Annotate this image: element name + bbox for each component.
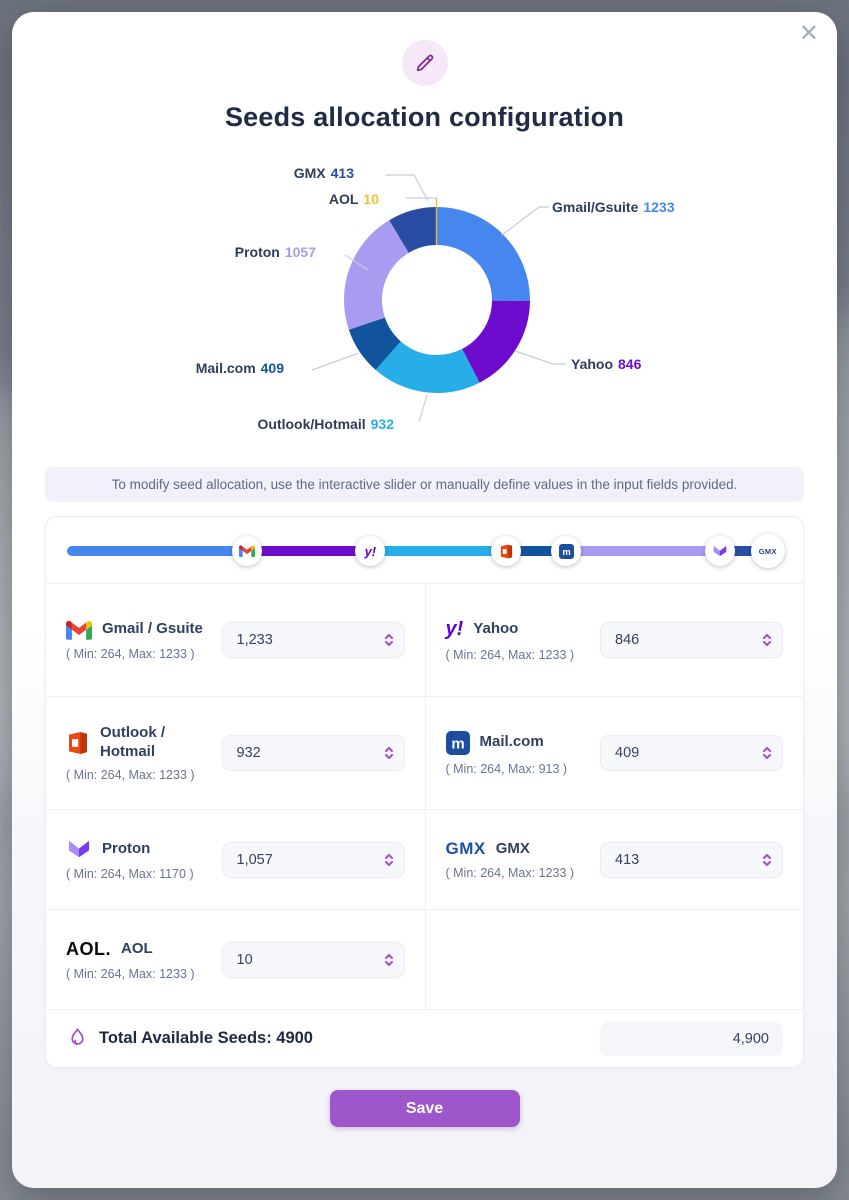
- proton-seeds-input[interactable]: [222, 842, 404, 877]
- total-row: Total Available Seeds: 4900 4,900: [46, 1009, 803, 1067]
- gmail-icon: [238, 545, 255, 557]
- outlook-stepper[interactable]: [383, 744, 395, 762]
- seeds-allocation-modal: ✕ Seeds allocation configuration GMX 413: [12, 12, 837, 1188]
- minmax-hint: ( Min: 264, Max: 1233 ): [66, 966, 195, 981]
- outlook-row: Outlook / Hotmail ( Min: 264, Max: 1233 …: [46, 696, 425, 809]
- provider-name: Proton: [102, 839, 151, 857]
- provider-name: GMX: [495, 839, 530, 857]
- svg-text:m: m: [562, 546, 570, 556]
- minmax-hint: ( Min: 264, Max: 1233 ): [66, 768, 195, 783]
- aol-icon: AOL.: [66, 938, 111, 959]
- mailcom-stepper[interactable]: [761, 744, 773, 762]
- minmax-hint: ( Min: 264, Max: 913 ): [445, 761, 568, 776]
- svg-text:m: m: [451, 735, 464, 752]
- chart-label-proton: Proton 1057: [234, 244, 316, 260]
- outlook-icon: [500, 544, 512, 558]
- chart-label-yahoo: Yahoo 846: [571, 356, 642, 372]
- flame-icon: [71, 1028, 84, 1046]
- yahoo-row: y! Yahoo ( Min: 264, Max: 1233 ): [424, 583, 803, 696]
- gmail-icon: [66, 620, 92, 640]
- close-icon[interactable]: ✕: [798, 20, 819, 47]
- gmx-icon: GMX: [445, 839, 486, 858]
- stepper-chevrons-icon: [762, 853, 772, 866]
- yahoo-icon: y!: [364, 543, 377, 559]
- total-seeds-value: 4,900: [600, 1021, 783, 1056]
- gmx-slider-handle[interactable]: GMX: [750, 534, 785, 568]
- seeds-donut-chart: GMX 413 AOL 10 Gmail/Gsuite 1233 Proton 1057…: [12, 145, 837, 445]
- minmax-hint: ( Min: 264, Max: 1233 ): [445, 648, 575, 662]
- provider-grid: Gmail / Gsuite ( Min: 264, Max: 1233 ) y…: [46, 583, 803, 1009]
- chart-label-gmx: GMX 413: [293, 165, 354, 181]
- empty-cell: [424, 909, 803, 1009]
- total-seeds-label: Total Available Seeds: 4900: [99, 1029, 313, 1047]
- stepper-chevrons-icon: [384, 853, 393, 866]
- slider-track[interactable]: [67, 546, 782, 556]
- chart-label-outlook: Outlook/Hotmail 932: [257, 416, 394, 432]
- pencil-icon: [416, 54, 433, 72]
- gmx-row: GMX GMX ( Min: 264, Max: 1233 ): [424, 809, 803, 909]
- mailcom-icon: m: [445, 730, 470, 755]
- slider-segment[interactable]: [720, 546, 781, 556]
- page-title: Seeds allocation configuration: [224, 102, 625, 132]
- gmail-seeds-input[interactable]: [222, 623, 404, 657]
- slider-segment[interactable]: [566, 546, 721, 556]
- proton-slider-handle[interactable]: [705, 536, 736, 566]
- aol-stepper[interactable]: [383, 951, 395, 969]
- provider-name: AOL: [121, 939, 153, 957]
- provider-name: Yahoo: [473, 620, 519, 638]
- pencil-badge: [401, 40, 448, 86]
- mailcom-icon: m: [558, 543, 574, 559]
- aol-seeds-input[interactable]: [222, 942, 404, 977]
- outlook-seeds-input[interactable]: [222, 736, 404, 770]
- proton-stepper[interactable]: [383, 851, 395, 869]
- mailcom-slider-handle[interactable]: m: [551, 536, 582, 566]
- outlook-icon: [69, 731, 87, 754]
- gmx-stepper[interactable]: [761, 851, 773, 869]
- mailcom-seeds-input[interactable]: [601, 736, 782, 770]
- yahoo-icon: y!: [445, 618, 464, 640]
- aol-row: AOL. AOL ( Min: 264, Max: 1233 ): [46, 909, 425, 1009]
- provider-name: Gmail / Gsuite: [102, 620, 203, 638]
- gmail-slider-handle[interactable]: [231, 536, 262, 566]
- minmax-hint: ( Min: 264, Max: 1233 ): [66, 646, 195, 661]
- mailcom-row: m Mail.com ( Min: 264, Max: 913 ): [424, 696, 803, 809]
- stepper-chevrons-icon: [762, 746, 772, 760]
- allocation-card: y! m G: [45, 516, 804, 1068]
- minmax-hint: ( Min: 264, Max: 1170 ): [66, 867, 194, 881]
- donut-segment: [344, 207, 530, 393]
- chart-label-mailcom: Mail.com 409: [195, 360, 284, 376]
- slider-segment[interactable]: [67, 546, 247, 556]
- yahoo-stepper[interactable]: [761, 631, 773, 649]
- provider-name: Mail.com: [479, 733, 544, 751]
- stepper-chevrons-icon: [762, 633, 772, 647]
- allocation-slider[interactable]: y! m G: [67, 534, 785, 568]
- gmx-icon: GMX: [758, 546, 777, 556]
- proton-icon: [713, 545, 727, 557]
- provider-name: Outlook / Hotmail: [100, 723, 165, 760]
- stepper-chevrons-icon: [384, 953, 393, 966]
- instruction-banner: To modify seed allocation, use the inter…: [45, 467, 804, 502]
- save-button[interactable]: Save: [329, 1090, 520, 1127]
- outlook-slider-handle[interactable]: [491, 536, 522, 566]
- yahoo-seeds-input[interactable]: [601, 623, 782, 657]
- chart-label-gmail: Gmail/Gsuite 1233: [552, 199, 675, 215]
- chart-label-aol: AOL 10: [328, 191, 379, 207]
- gmail-stepper[interactable]: [383, 631, 395, 649]
- proton-row: Proton ( Min: 264, Max: 1170 ): [46, 809, 425, 909]
- gmx-seeds-input[interactable]: [601, 842, 782, 877]
- slider-segment[interactable]: [506, 546, 567, 556]
- slider-segment[interactable]: [370, 546, 507, 556]
- stepper-chevrons-icon: [384, 746, 393, 760]
- donut-segment: [344, 207, 530, 393]
- stepper-chevrons-icon: [384, 633, 393, 647]
- slider-segment[interactable]: [246, 546, 371, 556]
- minmax-hint: ( Min: 264, Max: 1233 ): [445, 866, 575, 880]
- donut-svg: [311, 174, 566, 423]
- leader-lines: [311, 174, 566, 423]
- yahoo-slider-handle[interactable]: y!: [355, 536, 386, 566]
- proton-icon: [68, 840, 90, 858]
- gmail-row: Gmail / Gsuite ( Min: 264, Max: 1233 ): [46, 583, 425, 696]
